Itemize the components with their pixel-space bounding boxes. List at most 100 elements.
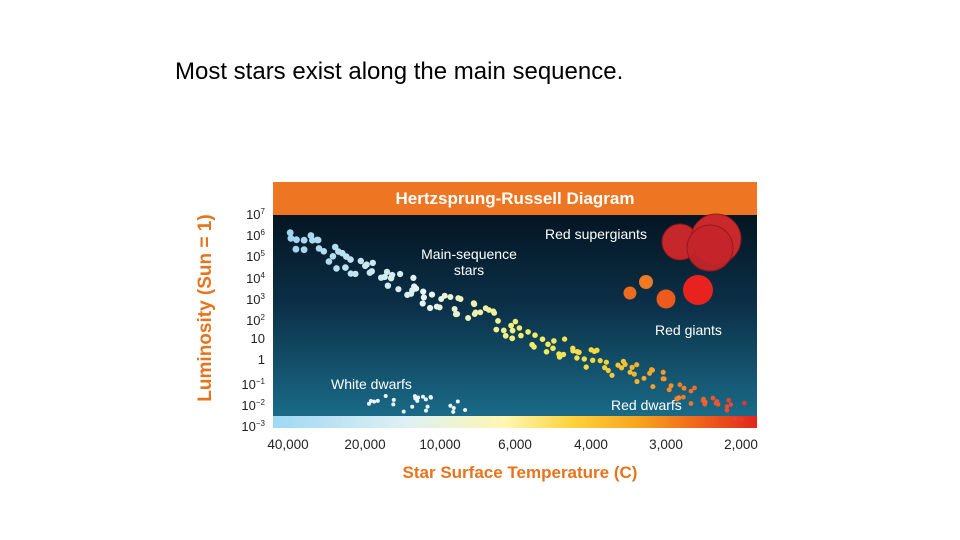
main-sequence-star [320, 248, 328, 255]
red-supergiant-star [686, 224, 734, 272]
main-sequence-star [451, 306, 458, 312]
white-dwarf-star [416, 395, 421, 400]
main-sequence-star [661, 376, 667, 382]
main-sequence-star [732, 416, 737, 421]
main-sequence-star [570, 345, 576, 351]
main-sequence-star [314, 236, 322, 244]
annotation-red-supergiants: Red supergiants [545, 226, 647, 242]
slide-title: Most stars exist along the main sequence… [175, 58, 624, 85]
main-sequence-star [420, 288, 427, 295]
main-sequence-star [634, 378, 640, 385]
main-sequence-star [381, 273, 388, 281]
main-sequence-star [622, 361, 628, 367]
main-sequence-star [551, 338, 557, 344]
main-sequence-star [516, 325, 523, 331]
main-sequence-star [581, 356, 587, 362]
main-sequence-star [668, 383, 674, 389]
main-sequence-star [342, 264, 349, 271]
main-sequence-star [300, 236, 308, 244]
main-sequence-star [726, 397, 731, 403]
main-sequence-star [465, 315, 472, 321]
main-sequence-star [597, 358, 603, 364]
main-sequence-star [495, 318, 501, 324]
main-sequence-star [292, 245, 300, 253]
y-tick: 103 [246, 291, 265, 307]
diagram-title: Hertzsprung-Russell Diagram [395, 189, 635, 208]
white-dwarf-star [375, 398, 380, 403]
main-sequence-star [631, 371, 637, 377]
annotation-main-sequence: Main-sequence stars [410, 246, 528, 278]
main-sequence-star [602, 365, 608, 371]
main-sequence-star [710, 395, 716, 401]
white-dwarf-star [391, 397, 396, 402]
white-dwarf-star [451, 409, 456, 414]
main-sequence-star [594, 347, 600, 353]
white-dwarf-star [401, 409, 406, 414]
main-sequence-star [309, 237, 316, 244]
x-tick-40000: 40,000 [267, 437, 309, 452]
main-sequence-star [609, 372, 615, 378]
main-sequence-star [410, 274, 417, 281]
temperature-color-bar [273, 416, 757, 428]
white-dwarf-star [451, 406, 456, 410]
main-sequence-star [619, 365, 625, 371]
main-sequence-star [688, 388, 694, 394]
white-dwarf-star [455, 399, 460, 404]
main-sequence-star [427, 304, 434, 312]
main-sequence-star [688, 401, 694, 406]
main-sequence-star [681, 385, 687, 391]
main-sequence-star [583, 364, 589, 370]
main-sequence-star [574, 355, 580, 361]
white-dwarf-star [410, 404, 415, 409]
main-sequence-star [605, 367, 611, 374]
main-sequence-star [518, 332, 524, 339]
main-sequence-star [419, 300, 426, 307]
main-sequence-star [482, 305, 489, 312]
red-giant-star [639, 275, 653, 289]
main-sequence-star [629, 364, 635, 370]
y-tick: 107 [246, 207, 265, 222]
main-sequence-star [331, 243, 339, 251]
main-sequence-star [714, 399, 720, 404]
main-sequence-star [508, 322, 514, 329]
diagram-header-bar [273, 182, 757, 215]
main-sequence-star [472, 309, 479, 316]
main-sequence-star [325, 258, 333, 265]
main-sequence-star [603, 359, 609, 365]
main-sequence-star [420, 294, 427, 301]
annotation-red-giants: Red giants [655, 322, 722, 338]
main-sequence-star [395, 286, 402, 293]
y-tick: 106 [246, 228, 265, 244]
annotation-main-sequence-line1: Main-sequence [421, 246, 517, 262]
white-dwarf-star [368, 399, 373, 403]
main-sequence-star [627, 369, 633, 375]
main-sequence-star [502, 332, 509, 339]
annotation-white-dwarfs: White dwarfs [331, 376, 412, 392]
y-tick: 104 [246, 270, 265, 286]
white-dwarf-star [412, 394, 417, 399]
white-dwarf-star [423, 397, 428, 402]
main-sequence-star [428, 291, 436, 298]
main-sequence-star [650, 384, 656, 390]
main-sequence-star [700, 398, 706, 403]
main-sequence-star [641, 375, 647, 381]
main-sequence-star [560, 351, 567, 358]
white-dwarf-star [383, 394, 388, 398]
white-dwarf-star [428, 395, 433, 399]
main-sequence-star [634, 362, 640, 368]
white-dwarf-star [372, 399, 377, 404]
main-sequence-star [286, 229, 294, 237]
white-dwarf-star [391, 402, 396, 407]
x-tick-2000: 2,000 [724, 437, 758, 452]
main-sequence-star [532, 332, 538, 338]
main-sequence-star [724, 407, 730, 413]
main-sequence-star [363, 261, 370, 268]
main-sequence-star [389, 271, 396, 279]
main-sequence-star [590, 357, 596, 363]
white-dwarf-star [424, 408, 428, 413]
main-sequence-star [543, 349, 550, 355]
main-sequence-star [512, 318, 519, 325]
main-sequence-star [347, 256, 354, 263]
main-sequence-star [576, 349, 582, 355]
main-sequence-star [660, 369, 666, 375]
